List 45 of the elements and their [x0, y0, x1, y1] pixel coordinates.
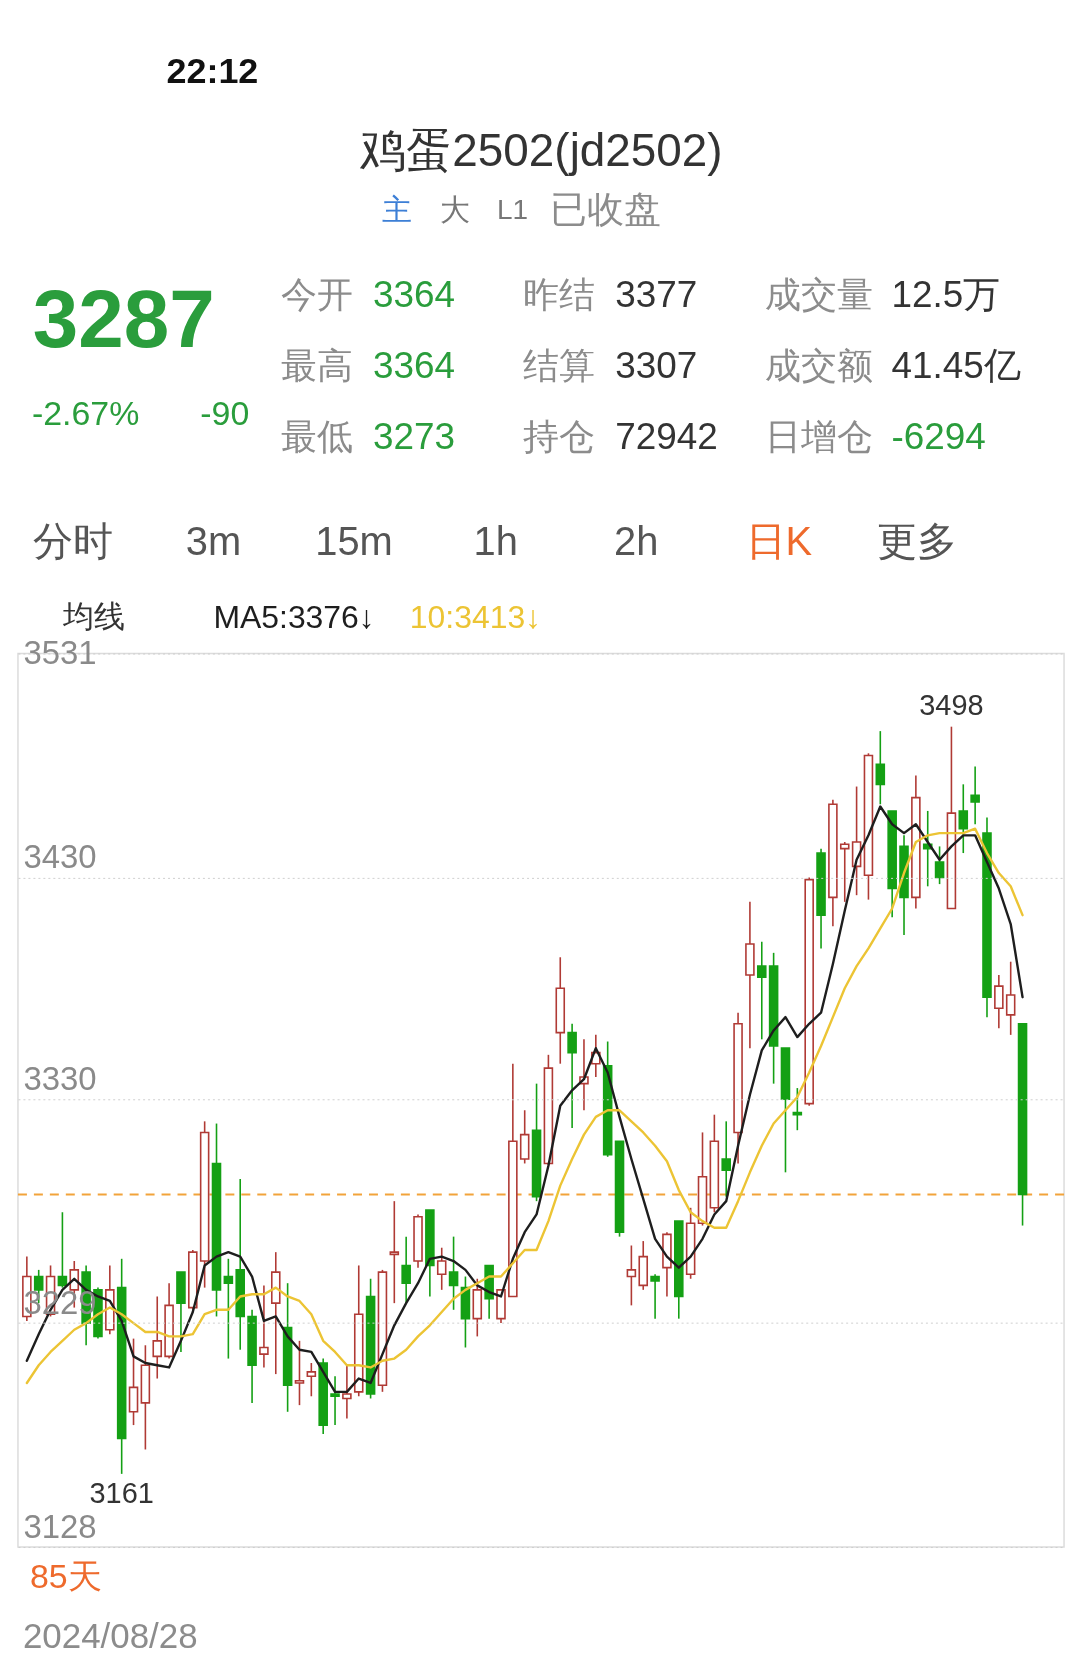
text: 最高 [281, 346, 354, 387]
text: 主 [381, 192, 412, 226]
text: 结算 [522, 346, 595, 387]
text: 3307 [615, 345, 698, 387]
text: 成交额 [764, 346, 873, 387]
text: 3287 [32, 273, 215, 365]
text: -6294 [891, 416, 986, 458]
text: 12.5万 [891, 274, 1001, 316]
text: 分时 [32, 518, 113, 563]
text: 15m [315, 518, 393, 563]
annotation: 3498 [919, 688, 984, 721]
text: 2h [614, 518, 659, 563]
text: 昨结 [522, 275, 595, 316]
text: 3364 [372, 345, 456, 387]
text: 3364 [372, 274, 456, 316]
text: 成交量 [764, 275, 873, 316]
text: 今开 [281, 275, 354, 316]
text: 日K [745, 518, 813, 563]
text: -2.67% [31, 394, 140, 433]
annotation: 3161 [89, 1476, 154, 1509]
text: 3273 [372, 416, 456, 458]
text: 持仓 [522, 417, 595, 458]
text: L1 [497, 193, 529, 225]
text: 鸡蛋2502(jd2502) [359, 123, 723, 176]
text: -90 [200, 394, 250, 433]
text: 2024/08/28 [22, 1615, 198, 1655]
text: 日增仓 [764, 417, 873, 458]
text: 85天 [29, 1556, 102, 1595]
y-tick-label: 3531 [23, 633, 97, 671]
text: 10:3413↓ [409, 598, 542, 635]
y-tick-label: 3330 [23, 1059, 97, 1097]
text: 均线 [61, 598, 125, 634]
text: 22:12 [166, 51, 259, 92]
y-tick-label: 3430 [23, 837, 97, 875]
text: 72942 [615, 416, 718, 458]
text: 已收盘 [549, 188, 661, 230]
text: 3m [185, 518, 242, 563]
text: 大 [439, 192, 470, 226]
text: 3377 [615, 274, 698, 316]
text: 1h [473, 518, 518, 563]
text: 更多 [877, 518, 958, 563]
text: MA5:3376↓ [213, 598, 375, 635]
text: 最低 [281, 417, 354, 458]
text: 41.45亿 [891, 345, 1021, 387]
y-tick-label: 3128 [23, 1507, 97, 1545]
